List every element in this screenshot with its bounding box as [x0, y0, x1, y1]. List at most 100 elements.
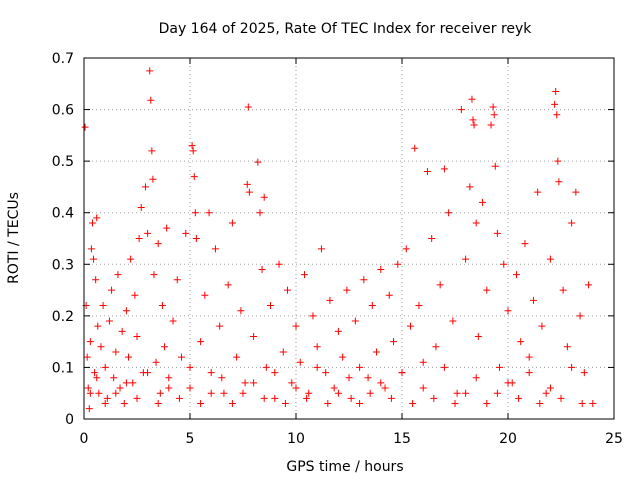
- data-point: [191, 209, 199, 217]
- data-point: [97, 343, 105, 351]
- data-point: [568, 219, 576, 227]
- data-point: [377, 379, 385, 387]
- data-point: [156, 389, 164, 397]
- data-point: [385, 291, 393, 299]
- data-point: [154, 400, 162, 408]
- data-point: [449, 317, 457, 325]
- data-point: [364, 374, 372, 382]
- data-point: [402, 245, 410, 253]
- data-point: [521, 240, 529, 248]
- data-point: [493, 229, 501, 237]
- data-point: [99, 302, 107, 310]
- data-point: [105, 317, 113, 325]
- data-point: [146, 67, 154, 75]
- data-point: [92, 276, 100, 284]
- data-point: [271, 394, 279, 402]
- data-point: [197, 400, 205, 408]
- data-point: [267, 302, 275, 310]
- data-point: [292, 322, 300, 330]
- data-point: [260, 394, 268, 402]
- data-point: [387, 394, 395, 402]
- data-point: [343, 286, 351, 294]
- data-point: [546, 255, 554, 263]
- y-tick-label: 0: [65, 412, 74, 428]
- data-point: [135, 235, 143, 242]
- data-point: [137, 204, 145, 212]
- data-point: [360, 276, 368, 284]
- data-point: [262, 363, 270, 371]
- data-point: [515, 394, 523, 402]
- y-tick-label: 0.7: [52, 51, 74, 67]
- data-point: [112, 348, 120, 356]
- data-point: [233, 353, 241, 361]
- data-point: [305, 389, 313, 397]
- data-point: [554, 157, 562, 165]
- data-point: [491, 162, 499, 170]
- data-point: [309, 312, 317, 320]
- data-point: [398, 369, 406, 377]
- data-point: [88, 219, 96, 227]
- data-point: [122, 307, 130, 315]
- data-point: [436, 281, 444, 289]
- data-point: [563, 343, 571, 351]
- data-point: [292, 384, 300, 392]
- data-point: [211, 245, 219, 253]
- data-point: [440, 165, 448, 173]
- data-point: [216, 322, 224, 330]
- data-point: [149, 175, 157, 183]
- data-point: [381, 384, 389, 392]
- plot-frame: [83, 57, 615, 420]
- data-point: [576, 312, 584, 320]
- axis-ticks: [83, 57, 615, 420]
- data-point: [330, 384, 338, 392]
- data-point: [95, 389, 103, 397]
- data-point: [468, 95, 476, 103]
- x-tick-label: 25: [605, 431, 623, 447]
- data-point: [585, 281, 593, 289]
- data-point: [409, 400, 417, 408]
- data-point: [186, 384, 194, 392]
- data-point: [243, 180, 251, 188]
- data-point: [496, 363, 504, 371]
- data-point: [351, 317, 359, 325]
- data-point: [525, 353, 533, 361]
- data-point: [493, 389, 501, 397]
- chart-title: Day 164 of 2025, Rate Of TEC Index for r…: [159, 21, 533, 37]
- x-tick-labels: 0 5 10 15 20 25: [80, 431, 623, 447]
- y-axis-label: ROTI / TECUs: [6, 192, 22, 284]
- y-tick-label: 0.1: [52, 360, 74, 376]
- data-point: [260, 193, 268, 201]
- data-point: [131, 291, 139, 299]
- data-point: [345, 374, 353, 382]
- data-point: [326, 296, 334, 304]
- x-tick-label: 5: [186, 431, 195, 447]
- data-point: [271, 369, 279, 377]
- y-tick-label: 0.6: [52, 103, 74, 119]
- data-point: [122, 379, 130, 387]
- data-point: [279, 348, 287, 356]
- data-point: [144, 369, 152, 377]
- data-point: [114, 271, 122, 279]
- data-point: [457, 106, 465, 114]
- data-point: [173, 276, 181, 284]
- data-point: [411, 144, 419, 152]
- data-point: [127, 255, 135, 263]
- data-point: [377, 265, 385, 273]
- grid-lines: [84, 58, 614, 419]
- data-point: [275, 260, 283, 268]
- data-point: [470, 121, 478, 129]
- data-point: [182, 229, 190, 237]
- data-point: [572, 188, 580, 196]
- data-point: [90, 255, 98, 263]
- data-point: [201, 291, 209, 299]
- data-point: [103, 394, 111, 402]
- data-point: [552, 88, 560, 96]
- y-tick-label: 0.4: [52, 206, 74, 222]
- data-point: [406, 322, 414, 330]
- data-point: [163, 224, 171, 232]
- data-point: [207, 389, 215, 397]
- data-point: [474, 332, 482, 340]
- data-point: [189, 147, 197, 155]
- data-point: [580, 369, 588, 377]
- data-point: [500, 260, 508, 268]
